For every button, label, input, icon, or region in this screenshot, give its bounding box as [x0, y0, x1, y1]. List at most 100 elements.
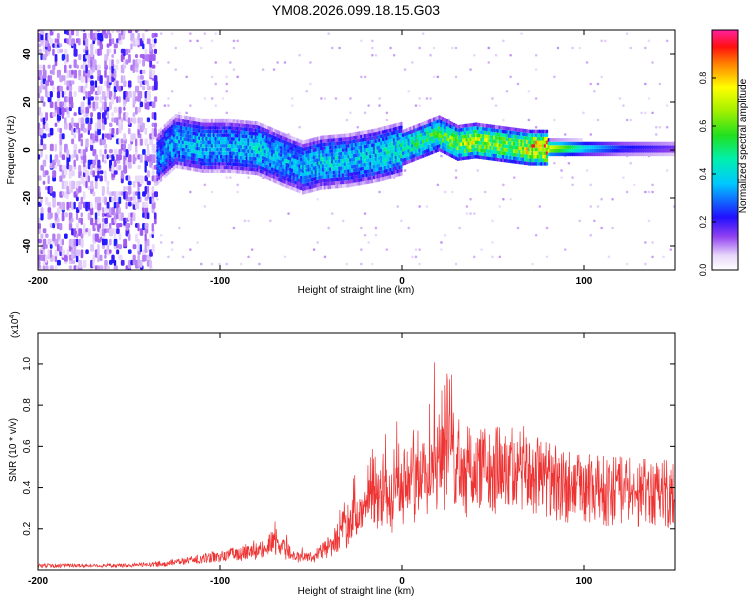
- heatmap-cell: [480, 133, 483, 138]
- heatmap-cell: [389, 131, 392, 136]
- heatmap-cell: [667, 141, 671, 146]
- heatmap-cell: [212, 169, 216, 173]
- heatmap-cell: [71, 69, 74, 75]
- y-tick-label: 20: [22, 96, 33, 108]
- heatmap-cell: [653, 148, 656, 153]
- heatmap-cell: [463, 131, 467, 135]
- heatmap-cell: [613, 148, 616, 153]
- heatmap-cell: [73, 249, 76, 259]
- heatmap-cell: [327, 178, 330, 182]
- heatmap-cell: [618, 97, 622, 100]
- heatmap-cell: [660, 145, 663, 149]
- heatmap-cell: [92, 191, 96, 197]
- heatmap-cell: [318, 146, 321, 151]
- heatmap-cell: [392, 54, 396, 57]
- heatmap-cell: [185, 148, 188, 153]
- heatmap-cell: [78, 149, 82, 154]
- heatmap-cell: [534, 234, 538, 237]
- heatmap-cell: [212, 126, 216, 130]
- y-tick-label: 0.4: [22, 480, 33, 494]
- heatmap-cell: [647, 219, 651, 223]
- heatmap-cell: [423, 121, 427, 125]
- heatmap-cell: [558, 141, 561, 146]
- heatmap-cell: [438, 126, 441, 130]
- heatmap-cell: [207, 136, 210, 141]
- heatmap-cell: [296, 174, 299, 178]
- heatmap-cell: [398, 140, 401, 144]
- heatmap-cell: [387, 128, 390, 133]
- heatmap-cell: [75, 154, 79, 161]
- heatmap-cell: [139, 117, 143, 126]
- heatmap-cell: [75, 223, 79, 232]
- heatmap-cell: [347, 172, 350, 177]
- heatmap-cell: [534, 54, 538, 57]
- heatmap-cell: [314, 162, 317, 166]
- heatmap-cell: [438, 147, 441, 152]
- heatmap-cell: [665, 126, 669, 129]
- heatmap-cell: [142, 59, 146, 67]
- heatmap-cell: [190, 163, 194, 168]
- heatmap-cell: [644, 148, 647, 153]
- heatmap-cell: [540, 129, 543, 134]
- heatmap-cell: [118, 112, 121, 120]
- heatmap-cell: [185, 162, 188, 167]
- heatmap-cell: [509, 137, 512, 142]
- heatmap-cell: [531, 151, 534, 155]
- heatmap-cell: [494, 125, 498, 129]
- heatmap-cell: [111, 59, 114, 67]
- heatmap-cell: [418, 151, 421, 156]
- heatmap-cell: [343, 140, 347, 145]
- heatmap-cell: [209, 129, 212, 134]
- heatmap-cell: [230, 144, 234, 148]
- heatmap-cell: [392, 123, 396, 128]
- heatmap-cell: [367, 133, 370, 138]
- snr-series-line: [38, 362, 675, 569]
- heatmap-cell: [305, 150, 308, 154]
- heatmap-cell: [418, 141, 421, 145]
- heatmap-cell: [71, 138, 75, 145]
- heatmap-cell: [73, 122, 77, 128]
- heatmap-cell: [305, 189, 308, 194]
- heatmap-cell: [207, 133, 210, 137]
- heatmap-cell: [118, 106, 122, 114]
- heatmap-cell: [287, 138, 290, 142]
- heatmap-cell: [502, 183, 505, 187]
- heatmap-cell: [387, 146, 390, 151]
- heatmap-cell: [418, 155, 421, 160]
- heatmap-cell: [221, 122, 225, 127]
- heatmap-cell: [544, 147, 547, 152]
- heatmap-cell: [378, 174, 381, 178]
- heatmap-cell: [120, 212, 124, 221]
- heatmap-cell: [412, 146, 416, 151]
- heatmap-cell: [42, 228, 47, 234]
- heatmap-cell: [227, 144, 230, 148]
- heatmap-cell: [187, 166, 190, 171]
- heatmap-cell: [312, 177, 316, 181]
- snr-multiplier-close: ): [10, 311, 21, 314]
- heatmap-cell: [569, 152, 572, 157]
- heatmap-cell: [59, 138, 63, 146]
- heatmap-cell: [387, 161, 390, 165]
- heatmap-cell: [209, 158, 212, 163]
- heatmap-cell: [278, 141, 281, 146]
- heatmap-cell: [378, 134, 381, 139]
- heatmap-cell: [230, 151, 234, 156]
- heatmap-cell: [494, 157, 498, 162]
- heatmap-cell: [454, 134, 458, 139]
- heatmap-cell: [620, 145, 623, 149]
- heatmap-cell: [323, 182, 327, 186]
- heatmap-cell: [629, 148, 632, 153]
- heatmap-cell: [367, 104, 370, 107]
- heatmap-cell: [429, 147, 432, 152]
- heatmap-cell: [298, 139, 301, 143]
- heatmap-cell: [651, 152, 654, 157]
- heatmap-cell: [49, 186, 53, 194]
- heatmap-cell: [205, 118, 208, 123]
- heatmap-cell: [414, 248, 418, 251]
- heatmap-cell: [221, 129, 225, 134]
- heatmap-cell: [564, 141, 567, 146]
- heatmap-cell: [396, 144, 399, 148]
- heatmap-cell: [341, 155, 345, 160]
- heatmap-cell: [338, 159, 341, 163]
- heatmap-cell: [267, 176, 270, 181]
